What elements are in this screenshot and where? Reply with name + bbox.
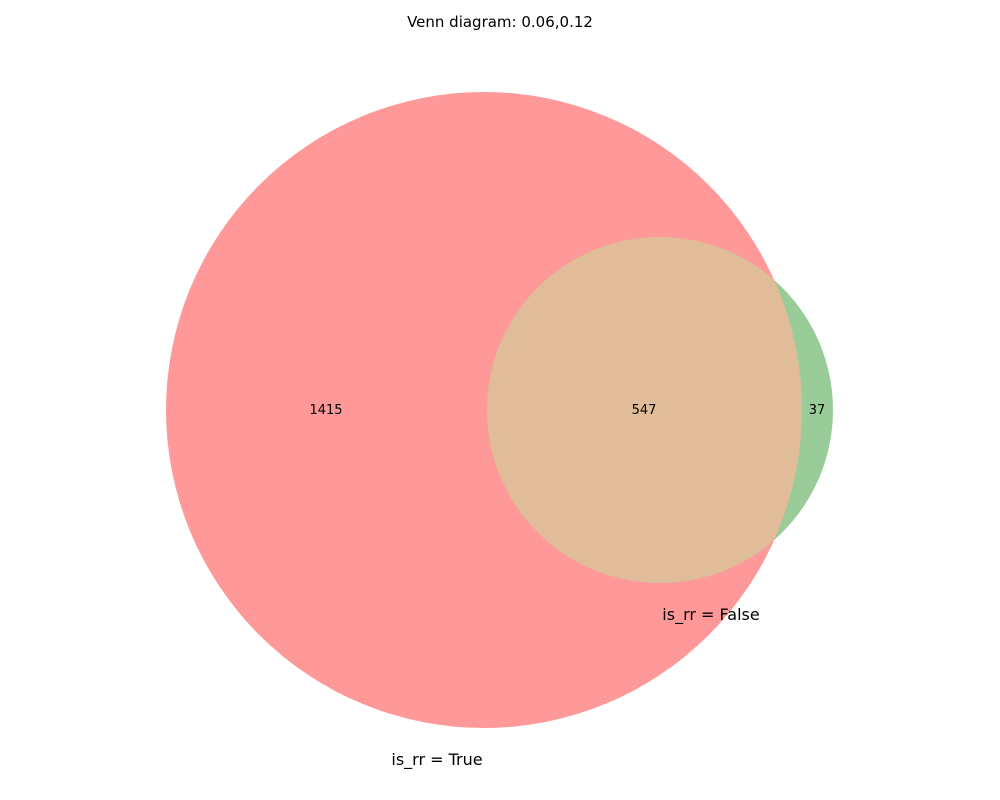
count-intersection: 547 xyxy=(632,403,657,418)
set-label-a: is_rr = True xyxy=(391,750,482,770)
count-only-b: 37 xyxy=(809,403,826,418)
venn-intersection xyxy=(487,237,802,583)
count-only-a: 1415 xyxy=(309,403,342,418)
chart-title: Venn diagram: 0.06,0.12 xyxy=(407,13,593,31)
set-label-b: is_rr = False xyxy=(662,605,759,625)
